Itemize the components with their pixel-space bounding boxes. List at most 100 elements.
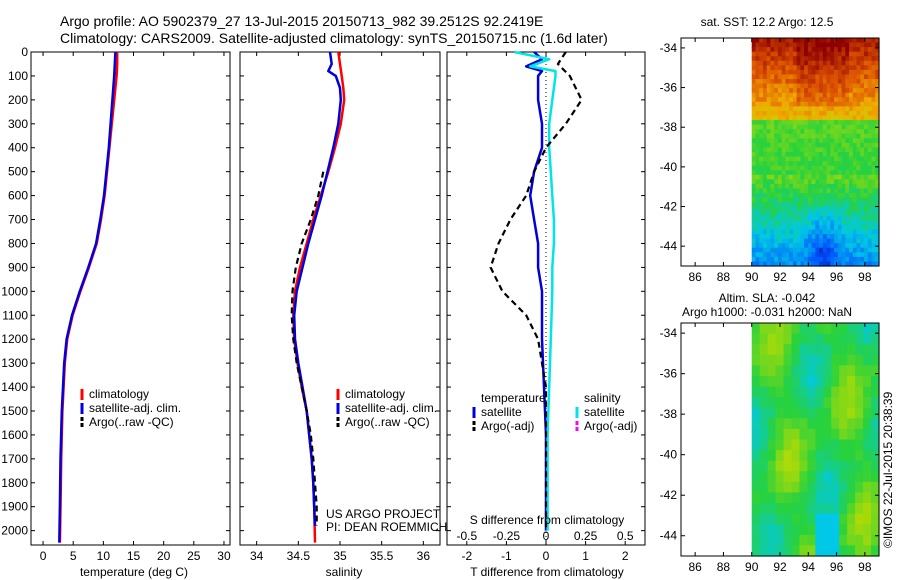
heat-cell (863, 471, 872, 483)
heat-cell (789, 252, 794, 258)
heat-cell (800, 179, 805, 185)
heat-cell (781, 110, 786, 117)
heat-cell (789, 133, 794, 139)
heat-cell (766, 188, 772, 194)
heat-cell (830, 165, 835, 171)
heat-cell (863, 397, 872, 409)
heat-cell (871, 183, 876, 190)
heat-cell (875, 92, 880, 98)
heat-cell (871, 65, 876, 71)
heat-cell (822, 47, 828, 53)
heat-cell (804, 206, 809, 212)
heat-cell (804, 110, 809, 117)
heat-cell (867, 156, 873, 162)
heat-cell (837, 124, 843, 130)
salinity-legend-label: Argo(..raw -QC) (345, 415, 430, 429)
heat-cell (804, 183, 809, 190)
heat-cell (792, 115, 798, 121)
heat-cell (789, 120, 794, 126)
heat-cell (823, 386, 832, 398)
heat-cell (770, 220, 775, 226)
heat-cell (841, 193, 846, 199)
heat-cell (849, 183, 854, 190)
heat-cell (759, 65, 764, 71)
heat-cell (783, 375, 793, 388)
heat-cell (852, 161, 858, 167)
heat-cell (815, 74, 820, 80)
heat-cell (751, 174, 757, 180)
heat-cell (759, 115, 764, 121)
heat-cell (819, 238, 824, 244)
heat-cell (856, 261, 861, 267)
heat-cell (822, 142, 828, 149)
heat-cell (871, 170, 876, 176)
heat-cell (875, 156, 880, 162)
heat-cell (860, 42, 865, 48)
heat-cell (783, 524, 793, 536)
heat-cell (807, 247, 813, 253)
heat-cell (867, 47, 873, 53)
heat-cell (830, 170, 835, 176)
heat-cell (785, 147, 790, 153)
heat-cell (792, 206, 798, 212)
heat-cell (837, 183, 843, 190)
heat-cell (796, 88, 801, 94)
heat-cell (792, 110, 798, 117)
heat-cell (864, 170, 869, 176)
heat-cell (826, 179, 831, 185)
heat-cell (792, 238, 798, 244)
heat-cell (766, 97, 772, 103)
heat-cell (864, 42, 869, 48)
heat-cell (841, 60, 846, 66)
sst-title: sat. SST: 12.2 Argo: 12.5 (701, 15, 834, 29)
heat-cell (826, 97, 831, 103)
heat-cell (852, 97, 858, 103)
heat-cell (796, 152, 801, 158)
heat-cell (783, 503, 793, 515)
heat-cell (785, 188, 790, 194)
heat-cell (807, 256, 813, 263)
heat-cell (807, 115, 813, 121)
heat-cell (841, 243, 846, 249)
heat-cell (767, 407, 777, 419)
heat-cell (800, 161, 805, 167)
heat-cell (845, 120, 850, 126)
heat-cell (875, 47, 880, 53)
heat-cell (871, 79, 876, 85)
heat-cell (811, 56, 816, 62)
heat-cell (875, 234, 880, 240)
heat-cell (823, 460, 832, 472)
heat-cell (759, 471, 769, 483)
heat-cell (845, 115, 850, 121)
heat-cell (852, 170, 858, 176)
heat-cell (762, 110, 768, 117)
heat-cell (830, 88, 835, 94)
heat-cell (791, 545, 801, 557)
heat-cell (796, 238, 801, 244)
heat-cell (770, 165, 775, 171)
heat-cell (804, 179, 809, 185)
heat-cell (791, 333, 801, 345)
heat-cell (860, 79, 865, 85)
heat-cell (789, 220, 794, 226)
heat-cell (867, 243, 873, 249)
heat-cell (837, 261, 843, 267)
heat-cell (766, 138, 772, 144)
heat-cell (755, 206, 760, 212)
heat-cell (811, 51, 816, 57)
heat-cell (867, 188, 873, 194)
heat-cell (767, 492, 777, 504)
heat-cell (822, 220, 828, 226)
heat-cell (770, 152, 775, 158)
heat-cell (796, 161, 801, 167)
heat-cell (796, 65, 801, 71)
heat-cell (781, 229, 786, 235)
heat-cell (864, 106, 869, 112)
diff-legend-label: Argo(-adj) (584, 419, 637, 433)
heat-cell (855, 471, 864, 483)
heat-cell (875, 188, 880, 194)
heat-cell (807, 252, 813, 258)
heat-cell (852, 60, 858, 66)
heat-cell (834, 56, 839, 62)
heat-cell (799, 344, 809, 356)
